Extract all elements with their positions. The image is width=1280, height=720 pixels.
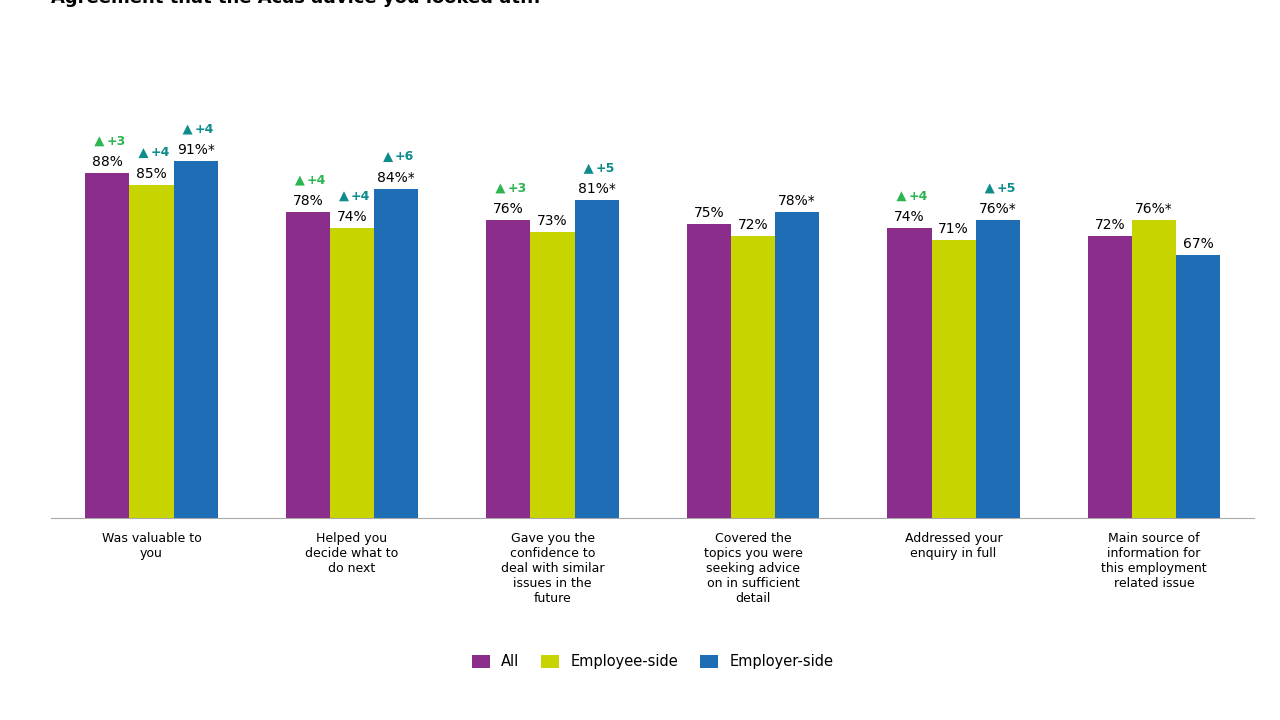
Text: 74%: 74% — [337, 210, 367, 224]
Text: +4: +4 — [151, 146, 170, 159]
Bar — [932, 240, 975, 518]
Bar — [887, 228, 932, 518]
Bar — [174, 161, 218, 518]
Bar — [86, 173, 129, 518]
Bar — [687, 224, 731, 518]
Text: +4: +4 — [195, 123, 214, 136]
Text: 85%: 85% — [136, 166, 166, 181]
Bar — [486, 220, 530, 518]
Text: Agreement that the Acas advice you looked at...: Agreement that the Acas advice you looke… — [51, 0, 540, 7]
Bar — [285, 212, 330, 518]
Text: +4: +4 — [909, 189, 928, 202]
Text: 91%*: 91%* — [177, 143, 215, 157]
Text: 78%*: 78%* — [778, 194, 817, 208]
Text: +4: +4 — [351, 189, 370, 202]
Bar — [129, 184, 174, 518]
Text: 76%*: 76%* — [979, 202, 1016, 216]
Text: 84%*: 84%* — [378, 171, 415, 184]
Bar — [1132, 220, 1176, 518]
Text: 72%: 72% — [1094, 217, 1125, 232]
Text: +3: +3 — [507, 181, 526, 194]
Text: 88%: 88% — [92, 155, 123, 169]
Bar — [330, 228, 374, 518]
Bar — [1088, 235, 1132, 518]
Text: 78%: 78% — [293, 194, 324, 208]
Text: +4: +4 — [307, 174, 326, 187]
Text: +3: +3 — [106, 135, 125, 148]
Text: 72%: 72% — [737, 217, 768, 232]
Text: 67%: 67% — [1183, 238, 1213, 251]
Legend: All, Employee-side, Employer-side: All, Employee-side, Employer-side — [466, 649, 840, 675]
Text: 76%*: 76%* — [1135, 202, 1172, 216]
Text: 76%: 76% — [493, 202, 524, 216]
Text: 73%: 73% — [538, 214, 568, 228]
Bar — [1176, 256, 1220, 518]
Text: 71%: 71% — [938, 222, 969, 235]
Text: +5: +5 — [595, 162, 614, 175]
Bar — [575, 200, 618, 518]
Text: +6: +6 — [396, 150, 415, 163]
Bar — [731, 235, 776, 518]
Bar — [374, 189, 419, 518]
Text: 81%*: 81%* — [577, 182, 616, 197]
Bar — [975, 220, 1020, 518]
Text: 75%: 75% — [694, 206, 724, 220]
Bar — [776, 212, 819, 518]
Text: 74%: 74% — [895, 210, 924, 224]
Text: +5: +5 — [997, 181, 1016, 194]
Bar — [530, 232, 575, 518]
